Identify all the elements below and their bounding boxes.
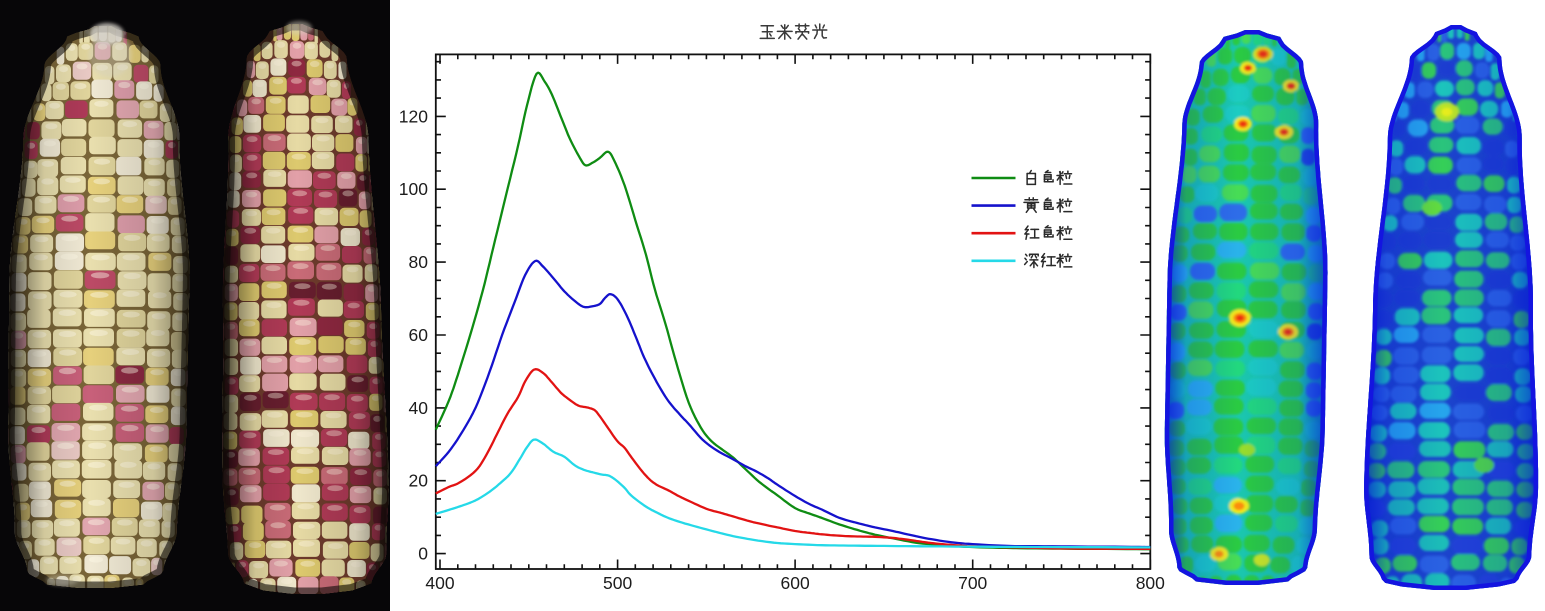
svg-text:500: 500 <box>603 573 632 593</box>
svg-text:40: 40 <box>409 398 429 418</box>
svg-text:0: 0 <box>418 544 428 564</box>
svg-text:700: 700 <box>958 573 987 593</box>
svg-text:600: 600 <box>780 573 809 593</box>
svg-text:120: 120 <box>399 106 428 126</box>
svg-text:400: 400 <box>425 573 454 593</box>
svg-text:100: 100 <box>399 179 428 199</box>
svg-text:60: 60 <box>409 325 429 345</box>
svg-text:800: 800 <box>1136 573 1165 593</box>
svg-text:20: 20 <box>409 471 429 491</box>
svg-text:80: 80 <box>409 252 429 272</box>
